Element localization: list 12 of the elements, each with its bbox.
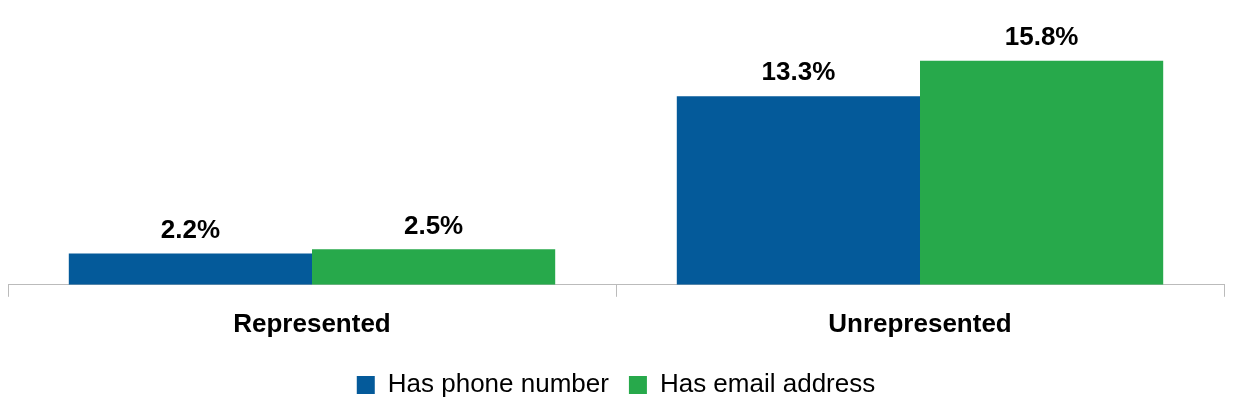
x-tick-label: Represented: [233, 307, 391, 338]
legend-label: Has email address: [659, 368, 876, 399]
bar: [676, 96, 920, 285]
bar: [312, 249, 556, 285]
legend-label: Has phone number: [387, 368, 610, 399]
data-label: 13.3%: [761, 56, 836, 87]
data-label: 15.8%: [1004, 21, 1079, 52]
bar: [920, 60, 1164, 285]
data-label: 2.2%: [160, 213, 221, 244]
data-label: 2.5%: [403, 209, 464, 240]
x-tick-label: Unrepresented: [828, 307, 1012, 338]
bar: [68, 253, 312, 285]
